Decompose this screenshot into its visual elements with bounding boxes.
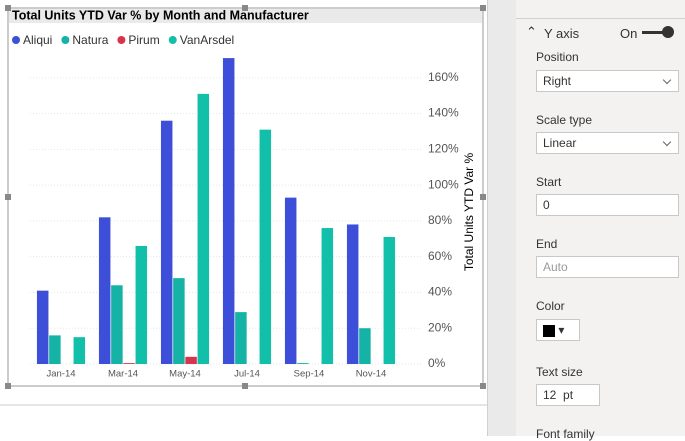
field-label: Text size — [536, 365, 583, 379]
text-size-value: 12 — [543, 388, 557, 402]
bar — [235, 312, 247, 364]
resize-handle[interactable] — [480, 194, 486, 200]
bar — [73, 337, 86, 364]
field-label: Font family — [536, 427, 595, 441]
resize-handle[interactable] — [5, 194, 11, 200]
field-label: Start — [536, 175, 562, 189]
resize-handle[interactable] — [242, 383, 248, 389]
bar — [359, 328, 371, 364]
bar — [297, 363, 309, 364]
bar — [284, 197, 297, 364]
position-dropdown[interactable]: Right — [536, 70, 679, 92]
y-tick-label: 160% — [428, 70, 459, 84]
bar — [36, 290, 49, 364]
end-input[interactable]: Auto — [536, 256, 679, 278]
field-label: End — [536, 237, 558, 251]
x-tick-label: Jan-14 — [46, 369, 75, 380]
toggle-track[interactable] — [642, 31, 670, 34]
bar — [259, 129, 272, 364]
pane-separator — [487, 0, 516, 436]
color-picker[interactable]: ▾ — [536, 319, 580, 341]
start-input[interactable]: 0 — [536, 194, 679, 216]
resize-handle[interactable] — [5, 383, 11, 389]
text-size-input[interactable]: 12 pt — [536, 384, 600, 406]
bar — [197, 93, 210, 364]
bar — [160, 120, 173, 364]
bar — [346, 224, 359, 364]
bar — [173, 278, 185, 364]
legend-marker — [12, 36, 20, 44]
bar — [111, 285, 123, 364]
y-tick-label: 20% — [428, 320, 452, 334]
y-tick-label: 100% — [428, 177, 459, 191]
pane-divider — [516, 18, 685, 19]
section-title[interactable]: Y axis — [544, 26, 580, 41]
y-axis-label: Total Units YTD Var % — [462, 153, 476, 272]
chart: Total Units YTD Var % by Month and Manuf… — [0, 5, 487, 406]
bar — [321, 228, 334, 364]
legend-label: Natura — [72, 33, 108, 47]
y-tick-label: 80% — [428, 213, 452, 227]
bar — [185, 356, 197, 364]
bar — [383, 236, 396, 364]
legend-marker — [61, 36, 70, 44]
resize-handle[interactable] — [480, 5, 486, 11]
field-label: Color — [536, 299, 565, 313]
x-tick-label: Jul-14 — [234, 369, 260, 380]
y-tick-label: 40% — [428, 285, 452, 299]
legend-marker — [117, 36, 126, 44]
y-tick-label: 60% — [428, 249, 452, 263]
legend-marker — [168, 36, 177, 44]
toggle-label: On — [620, 26, 638, 41]
x-tick-label: May-14 — [169, 369, 201, 380]
resize-handle[interactable] — [242, 5, 248, 11]
legend-label: Aliqui — [23, 33, 52, 47]
format-pane: ⌃ Y axis On Position Right Scale type Li… — [516, 0, 685, 441]
text-size-unit: pt — [563, 388, 574, 402]
x-tick-label: Sep-14 — [294, 369, 325, 380]
bar — [98, 217, 111, 364]
resize-handle[interactable] — [5, 5, 11, 11]
toggle-knob[interactable] — [662, 26, 674, 38]
y-tick-label: 120% — [428, 142, 459, 156]
bar — [135, 245, 148, 364]
x-tick-label: Mar-14 — [108, 369, 138, 380]
bar — [222, 58, 235, 364]
legend-label: VanArsdel — [180, 33, 234, 47]
chart-title: Total Units YTD Var % by Month and Manuf… — [12, 8, 309, 22]
bar — [49, 335, 61, 364]
legend-label: Pirum — [128, 33, 159, 47]
scale-dropdown[interactable]: Linear — [536, 132, 679, 154]
title-band — [9, 9, 482, 23]
y-tick-label: 140% — [428, 106, 459, 120]
y-tick-label: 0% — [428, 356, 446, 370]
resize-handle[interactable] — [480, 383, 486, 389]
collapse-icon[interactable]: ⌃ — [526, 24, 537, 39]
x-tick-label: Nov-14 — [356, 369, 387, 380]
bar — [123, 363, 135, 364]
field-label: Position — [536, 50, 579, 64]
field-label: Scale type — [536, 113, 593, 127]
